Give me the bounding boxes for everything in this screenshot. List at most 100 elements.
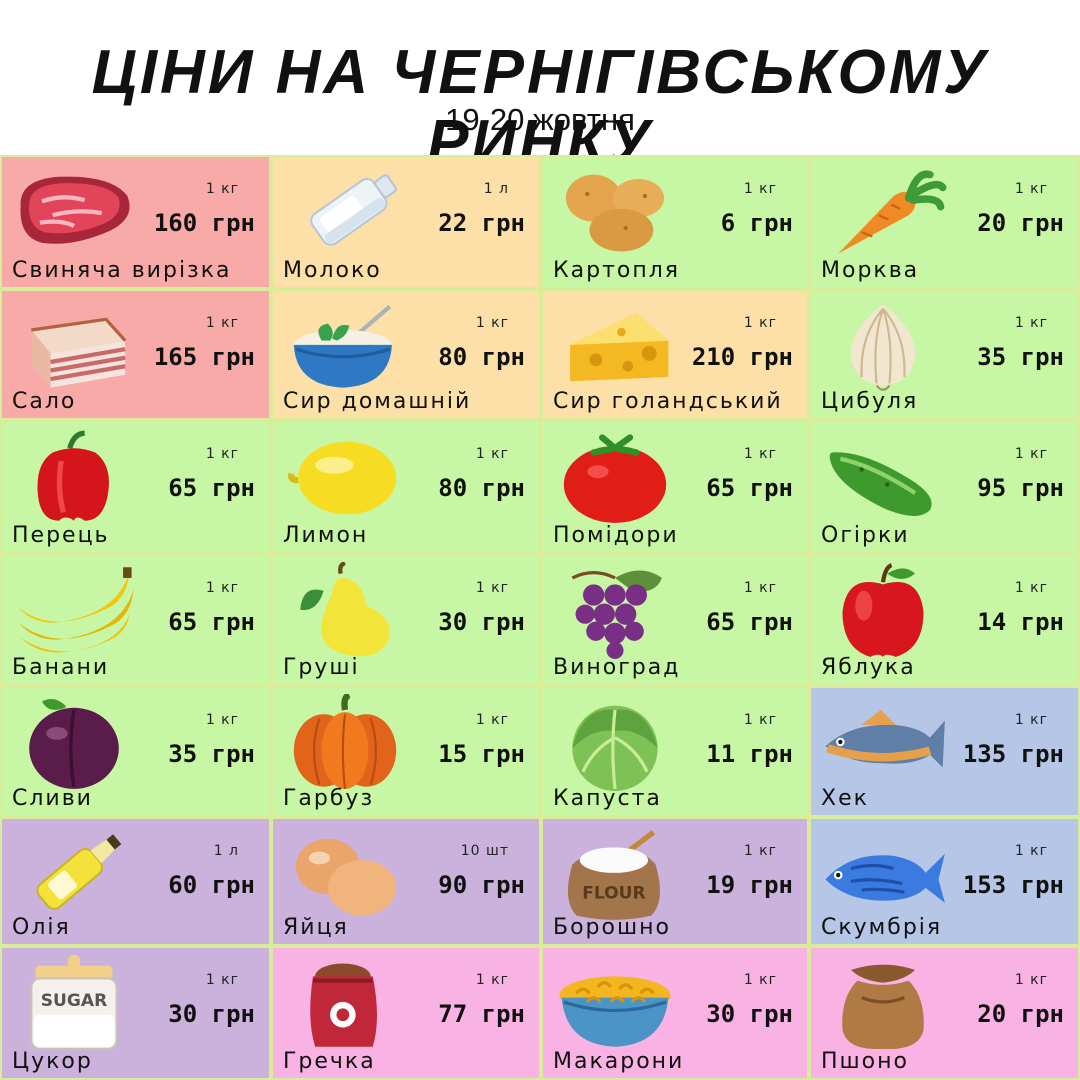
price-card: SUGAR 1 кг 30 грн Цукор xyxy=(0,946,271,1080)
product-name: Яблука xyxy=(821,655,916,680)
price-value: 65 грн xyxy=(706,608,793,636)
pumpkin-icon xyxy=(281,694,409,792)
flour-label: FLOUR xyxy=(582,884,645,904)
product-name: Олія xyxy=(12,915,71,940)
unit-label: 1 кг xyxy=(205,712,239,728)
product-name: Цибуля xyxy=(821,389,919,414)
unit-label: 1 кг xyxy=(475,712,509,728)
price-value: 77 грн xyxy=(438,1000,525,1028)
price-value: 60 грн xyxy=(168,871,255,899)
price-card: 1 кг 6 грн Картопля xyxy=(541,155,809,289)
product-name: Борошно xyxy=(553,915,671,940)
pasta-bowl-icon xyxy=(551,954,679,1052)
unit-label: 1 кг xyxy=(743,580,777,596)
price-card: 1 кг 30 грн Груші xyxy=(271,554,541,686)
product-name: Цукор xyxy=(12,1049,93,1074)
product-name: Сир голандський xyxy=(553,389,783,414)
unit-label: 1 кг xyxy=(743,181,777,197)
price-value: 11 грн xyxy=(706,740,793,768)
price-value: 165 грн xyxy=(153,343,255,371)
price-value: 65 грн xyxy=(168,608,255,636)
price-value: 20 грн xyxy=(977,209,1064,237)
price-value: 30 грн xyxy=(168,1000,255,1028)
product-name: Сало xyxy=(12,389,77,414)
milk-bottle-icon xyxy=(281,163,409,261)
price-value: 6 грн xyxy=(720,209,793,237)
price-value: 20 грн xyxy=(977,1000,1064,1028)
unit-label: 1 кг xyxy=(743,972,777,988)
price-value: 35 грн xyxy=(168,740,255,768)
pepper-icon xyxy=(10,428,138,526)
price-value: 160 грн xyxy=(153,209,255,237)
unit-label: 1 кг xyxy=(1014,446,1048,462)
price-card: FLOUR 1 кг 19 грн Борошно xyxy=(541,817,809,946)
price-card: 1 кг 77 грн Гречка xyxy=(271,946,541,1080)
cheese-icon xyxy=(551,297,679,395)
unit-label: 1 кг xyxy=(1014,181,1048,197)
salo-icon xyxy=(10,297,138,395)
lemon-icon xyxy=(281,428,409,526)
cucumber-icon xyxy=(819,428,947,526)
onion-icon xyxy=(819,297,947,395)
price-card: 1 кг 65 грн Помідори xyxy=(541,420,809,554)
meat-icon xyxy=(10,163,138,261)
price-grid: 1 кг 160 грн Свиняча вирізка 1 л 22 грн Молок… xyxy=(0,155,1080,1080)
sugar-jar-icon: SUGAR xyxy=(10,954,138,1052)
price-card: 1 кг 153 грн Скумбрія xyxy=(809,817,1080,946)
mackerel-fish-icon xyxy=(819,825,947,923)
product-name: Сливи xyxy=(12,786,93,811)
product-name: Огірки xyxy=(821,523,910,548)
sugar-label: SUGAR xyxy=(41,991,107,1011)
plum-icon xyxy=(10,694,138,792)
price-card: 1 кг 15 грн Гарбуз xyxy=(271,686,541,817)
product-name: Гарбуз xyxy=(283,786,375,811)
price-card: 1 кг 80 грн Сир домашній xyxy=(271,289,541,420)
price-card: 1 кг 65 грн Банани xyxy=(0,554,271,686)
price-value: 90 грн xyxy=(438,871,525,899)
price-card: 1 кг 160 грн Свиняча вирізка xyxy=(0,155,271,289)
price-card: 1 кг 165 грн Сало xyxy=(0,289,271,420)
price-value: 30 грн xyxy=(706,1000,793,1028)
carrot-icon xyxy=(819,163,947,261)
price-value: 22 грн xyxy=(438,209,525,237)
page-title: ЦІНИ НА ЧЕРНІГІВСЬКОМУ РИНКУ xyxy=(91,38,989,177)
unit-label: 1 кг xyxy=(205,315,239,331)
hake-fish-icon xyxy=(819,694,947,792)
product-name: Капуста xyxy=(553,786,662,811)
unit-label: 1 л xyxy=(213,843,239,859)
apple-icon xyxy=(819,562,947,660)
unit-label: 10 шт xyxy=(460,843,509,859)
unit-label: 1 кг xyxy=(743,315,777,331)
product-name: Помідори xyxy=(553,523,679,548)
grapes-icon xyxy=(551,562,679,660)
price-card: 1 кг 20 грн Морква xyxy=(809,155,1080,289)
product-name: Пшоно xyxy=(821,1049,909,1074)
unit-label: 1 кг xyxy=(1014,315,1048,331)
price-card: 1 кг 80 грн Лимон xyxy=(271,420,541,554)
product-name: Гречка xyxy=(283,1049,376,1074)
product-name: Перець xyxy=(12,523,110,548)
price-card: 1 кг 30 грн Макарони xyxy=(541,946,809,1080)
product-name: Груші xyxy=(283,655,360,680)
price-value: 80 грн xyxy=(438,474,525,502)
unit-label: 1 кг xyxy=(205,972,239,988)
product-name: Картопля xyxy=(553,258,681,283)
unit-label: 1 кг xyxy=(743,446,777,462)
unit-label: 1 л xyxy=(483,181,509,197)
cabbage-icon xyxy=(551,694,679,792)
unit-label: 1 кг xyxy=(475,972,509,988)
banana-icon xyxy=(10,562,138,660)
tomato-icon xyxy=(551,428,679,526)
unit-label: 1 кг xyxy=(205,580,239,596)
product-name: Сир домашній xyxy=(283,389,472,414)
potato-icon xyxy=(551,163,679,261)
product-name: Хек xyxy=(821,786,869,811)
product-name: Макарони xyxy=(553,1049,685,1074)
price-value: 19 грн xyxy=(706,871,793,899)
price-card: 1 кг 35 грн Сливи xyxy=(0,686,271,817)
unit-label: 1 кг xyxy=(475,446,509,462)
product-name: Банани xyxy=(12,655,110,680)
price-card: 1 кг 65 грн Перець xyxy=(0,420,271,554)
buckwheat-bag-icon xyxy=(281,954,409,1052)
unit-label: 1 кг xyxy=(475,580,509,596)
